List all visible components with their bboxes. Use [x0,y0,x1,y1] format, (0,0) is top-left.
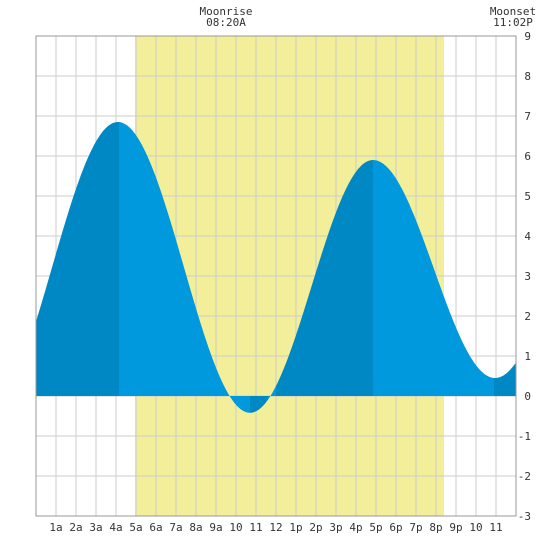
x-tick-label: 3a [89,521,102,534]
moonset-time: 11:02P [493,16,533,29]
x-tick-label: 8a [189,521,202,534]
x-tick-label: 4p [349,521,362,534]
x-tick-label: 3p [329,521,342,534]
x-tick-label: 7p [409,521,422,534]
y-tick-label: -2 [518,470,531,483]
tide-area-dark-0 [36,122,119,397]
moonset-label-text: Moonset [489,5,537,18]
x-tick-label: 12 [269,521,282,534]
y-tick-label: 6 [524,150,531,163]
x-tick-label: 10 [229,521,242,534]
x-tick-label: 11 [249,521,262,534]
x-tick-layer: 1a 2a 3a 4a 5a 6a 7a 8a 9a 10 11 12 1p 2p 3p 4p 5p 6p 7p 8p… [49,521,502,534]
x-tick-label: 9a [209,521,222,534]
x-tick-label: 4a [109,521,122,534]
moonrise-time: 08:20A [206,16,246,29]
y-tick-label: 1 [524,350,531,363]
chart-frame [35,35,517,517]
tide-area-light-3 [268,385,276,400]
tide-area-dark-4 [276,160,373,396]
y-tick-label: 0 [524,390,531,403]
y-tick-label: -3 [518,510,531,523]
x-tick-label: 6p [389,521,402,534]
tide-area-light-1 [119,122,250,413]
tide-area-light-5 [373,160,494,396]
frame-layer [35,35,517,517]
tide-area-layer [36,122,516,413]
y-tick-label: 7 [524,110,531,123]
y-tick-label: 9 [524,30,531,43]
tide-area-dark-6 [494,362,516,396]
x-tick-label: 8p [429,521,442,534]
moonset-label: Moonset 11:02P [478,6,548,28]
y-tick-label: 3 [524,270,531,283]
x-tick-label: 1p [289,521,302,534]
y-tick-label: 4 [524,230,531,243]
x-tick-label: 1a [49,521,62,534]
x-tick-label: 7a [169,521,182,534]
y-tick-label: 2 [524,310,531,323]
x-tick-label: 6a [149,521,162,534]
y-tick-label: 5 [524,190,531,203]
x-tick-label: 5a [129,521,142,534]
tide-area-dark-2 [250,396,268,413]
y-tick-label: 8 [524,70,531,83]
x-tick-label: 10 [469,521,482,534]
y-tick-label: -1 [518,430,531,443]
moonrise-label: Moonrise 08:20A [186,6,266,28]
moonrise-label-text: Moonrise [199,5,253,18]
x-tick-label: 2a [69,521,82,534]
x-tick-label: 2p [309,521,322,534]
x-tick-label: 5p [369,521,382,534]
y-tick-layer: -3 -2 -1 0 1 2 3 4 5 6 7 8 9 [518,30,532,523]
x-tick-label: 11 [489,521,502,534]
x-tick-label: 9p [449,521,462,534]
